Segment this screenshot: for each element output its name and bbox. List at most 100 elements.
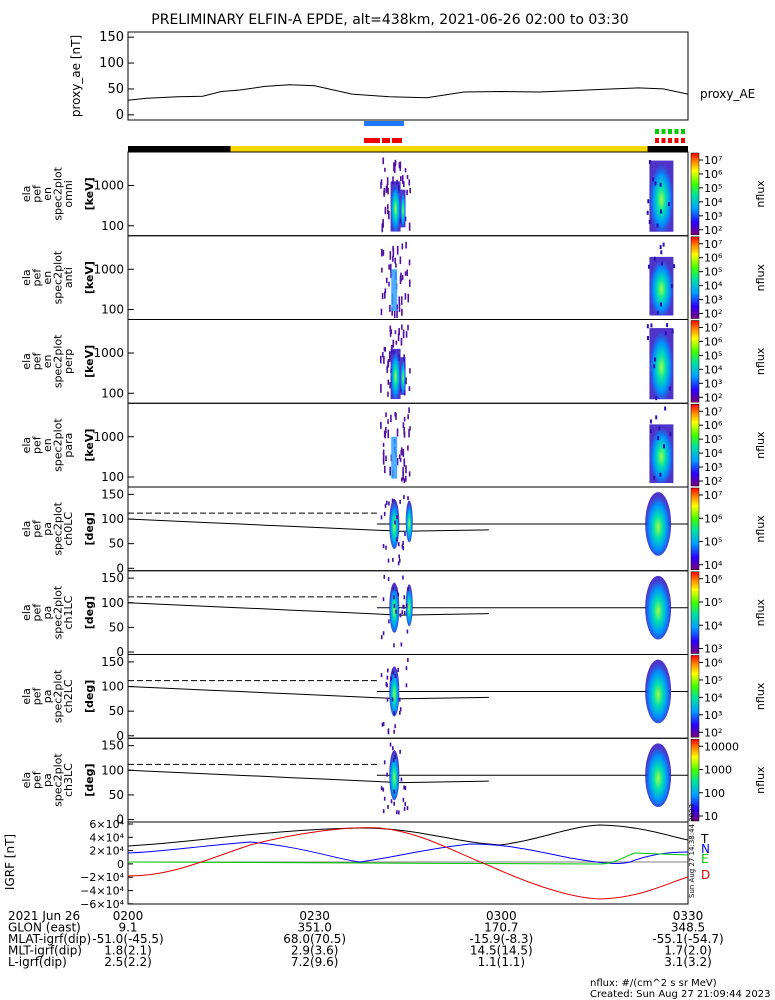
- spec-pixel: [384, 167, 386, 172]
- colorbar-tick-label: 10²: [704, 391, 722, 404]
- colorbar-title: nflux: [754, 431, 767, 459]
- spec-pixel: [403, 785, 405, 790]
- colorbar-title: nflux: [754, 180, 767, 208]
- spec-pixel: [381, 292, 384, 300]
- panel-label-line: en: [41, 438, 54, 452]
- spec-pixel: [382, 809, 385, 814]
- spec-pixel: [658, 426, 661, 431]
- colorbar-tick-label: 10³: [704, 643, 722, 656]
- spec-pixel: [388, 351, 391, 360]
- spec-pixel: [391, 697, 394, 702]
- spec-pixel: [388, 281, 390, 287]
- igrf-D-line: [127, 827, 689, 900]
- spec-pixel: [392, 339, 395, 348]
- igrf-E-line: [127, 852, 689, 865]
- spec-pixel: [390, 269, 392, 279]
- igrf-ytick-label: 6×10⁴: [89, 818, 124, 831]
- spec-pixel: [380, 421, 382, 429]
- colorbar-title: nflux: [754, 515, 767, 543]
- spec-pixel: [380, 383, 382, 393]
- marker-red-dot: [661, 138, 666, 143]
- spec-pixel: [389, 382, 391, 389]
- spec-pixel: [656, 223, 659, 228]
- panel-label-line: spec2plot: [51, 753, 64, 807]
- spec-pixel: [393, 710, 395, 715]
- spec-pixel: [381, 223, 384, 233]
- spec-pixel: [404, 271, 407, 276]
- spec-pixel: [401, 308, 403, 316]
- marker-red-dot: [668, 138, 672, 143]
- panel-label-line: en: [41, 271, 54, 285]
- panel-label-line: pef: [30, 435, 43, 454]
- spec-pixel: [403, 478, 406, 483]
- spec-pixel: [646, 335, 649, 340]
- marker-green-dot: [661, 129, 666, 134]
- panel-label-line: pa: [41, 522, 54, 536]
- spec-pixel: [386, 184, 389, 192]
- orbit-row-label: MLAT-igrf(dip): [8, 932, 91, 946]
- spec-pixel: [380, 181, 382, 189]
- marker-green-dot: [674, 129, 679, 134]
- spec-blob: [391, 436, 398, 479]
- spec-pixel: [408, 222, 411, 231]
- panel-label-line: pef: [30, 184, 43, 203]
- spec-pixel: [407, 445, 409, 451]
- panel-label-line: ela: [20, 772, 33, 789]
- colorbar-tick-label: 10⁶: [704, 335, 723, 348]
- proxy-ae-series-line: [127, 84, 689, 101]
- colorbar-tick-label: 10³: [704, 709, 722, 722]
- spec-pixel: [406, 174, 409, 180]
- colorbar: [690, 739, 700, 822]
- panel-label-line: pef: [30, 686, 43, 705]
- panel-label-line: spec2plot: [51, 250, 64, 304]
- colorbar-title: nflux: [754, 263, 767, 291]
- marker-green-dot: [655, 129, 659, 134]
- spec-pixel: [405, 683, 408, 688]
- proxy-ae-legend: proxy_AE: [700, 87, 755, 101]
- spec-pixel: [655, 396, 658, 401]
- panel-label-line: ch2LC: [62, 679, 75, 713]
- spec-pixel: [392, 255, 394, 262]
- spec-pixel: [407, 414, 409, 420]
- spec-pixel: [401, 275, 404, 281]
- pa-blob-right: [645, 575, 672, 640]
- spec-pixel: [407, 324, 409, 331]
- spec-pixel: [386, 365, 389, 373]
- spec-pixel: [385, 545, 387, 550]
- spec-pixel: [386, 668, 389, 673]
- spec-pixel: [653, 475, 656, 480]
- spec-pixel: [382, 449, 385, 456]
- spec-pixel: [392, 670, 394, 675]
- status-bar-segment-black: [647, 146, 688, 152]
- colorbar-tick-label: 10000: [704, 740, 739, 753]
- spec-pixel: [400, 176, 402, 182]
- igrf-frame: [127, 821, 689, 905]
- orbit-row-value: 0230: [299, 909, 330, 923]
- spec-pixel: [659, 245, 662, 250]
- marker-red-bar-1: [364, 138, 380, 143]
- orbit-row-value: 170.7: [484, 921, 518, 935]
- panel-ytick-label: 0: [116, 645, 124, 659]
- panel-label-line: pa: [41, 690, 54, 704]
- spec-pixel: [383, 760, 386, 765]
- spec-pixel: [392, 557, 394, 562]
- spec-pixel: [407, 658, 409, 663]
- colorbar-tick-label: 10⁴: [704, 363, 723, 376]
- panel-unit: [keV]: [83, 261, 96, 294]
- spec-pixel: [386, 772, 388, 777]
- spec-pixel: [403, 806, 406, 811]
- spec-pixel: [396, 515, 398, 520]
- colorbar-tick-label: 10²: [704, 475, 722, 488]
- spec-pixel: [382, 597, 385, 602]
- panel-label-line: en: [41, 187, 54, 201]
- spec-pixel: [401, 477, 403, 482]
- spec-pixel: [402, 575, 404, 580]
- panel-label-line: pef: [30, 351, 43, 370]
- colorbar-tick-label: 10⁶: [704, 419, 723, 432]
- spec-pixel: [391, 498, 394, 503]
- panel-label-line: omni: [62, 180, 75, 207]
- spec-pixel: [407, 586, 409, 591]
- spec-pixel: [387, 187, 389, 195]
- colorbar-tick-label: 100: [704, 787, 725, 800]
- panel-ytick-label: 100: [101, 512, 124, 526]
